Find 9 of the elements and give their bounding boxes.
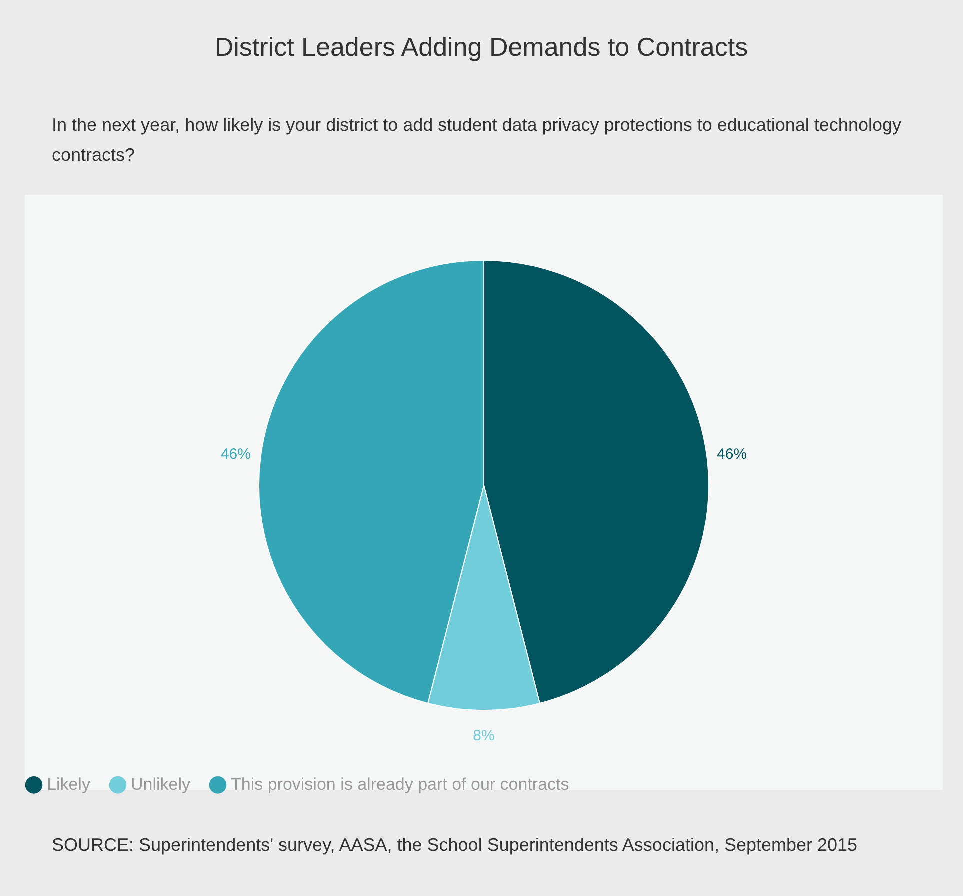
chart-title: District Leaders Adding Demands to Contracts: [214, 32, 750, 63]
chart-subtitle: In the next year, how likely is your district to add student data privacy protections to educational technology contracts?: [52, 114, 902, 167]
legend-label: This provision is already part of our contracts: [231, 775, 570, 794]
data-label: 46%: [220, 446, 251, 464]
source-note: SOURCE: Superintendents' survey, AASA, the School Superintendents Association, September 2015: [52, 834, 859, 857]
data-label: 8%: [473, 728, 495, 744]
data-label: 46%: [717, 446, 748, 464]
legend-label: Likely: [47, 775, 91, 794]
legend-label: Unlikely: [131, 775, 192, 794]
